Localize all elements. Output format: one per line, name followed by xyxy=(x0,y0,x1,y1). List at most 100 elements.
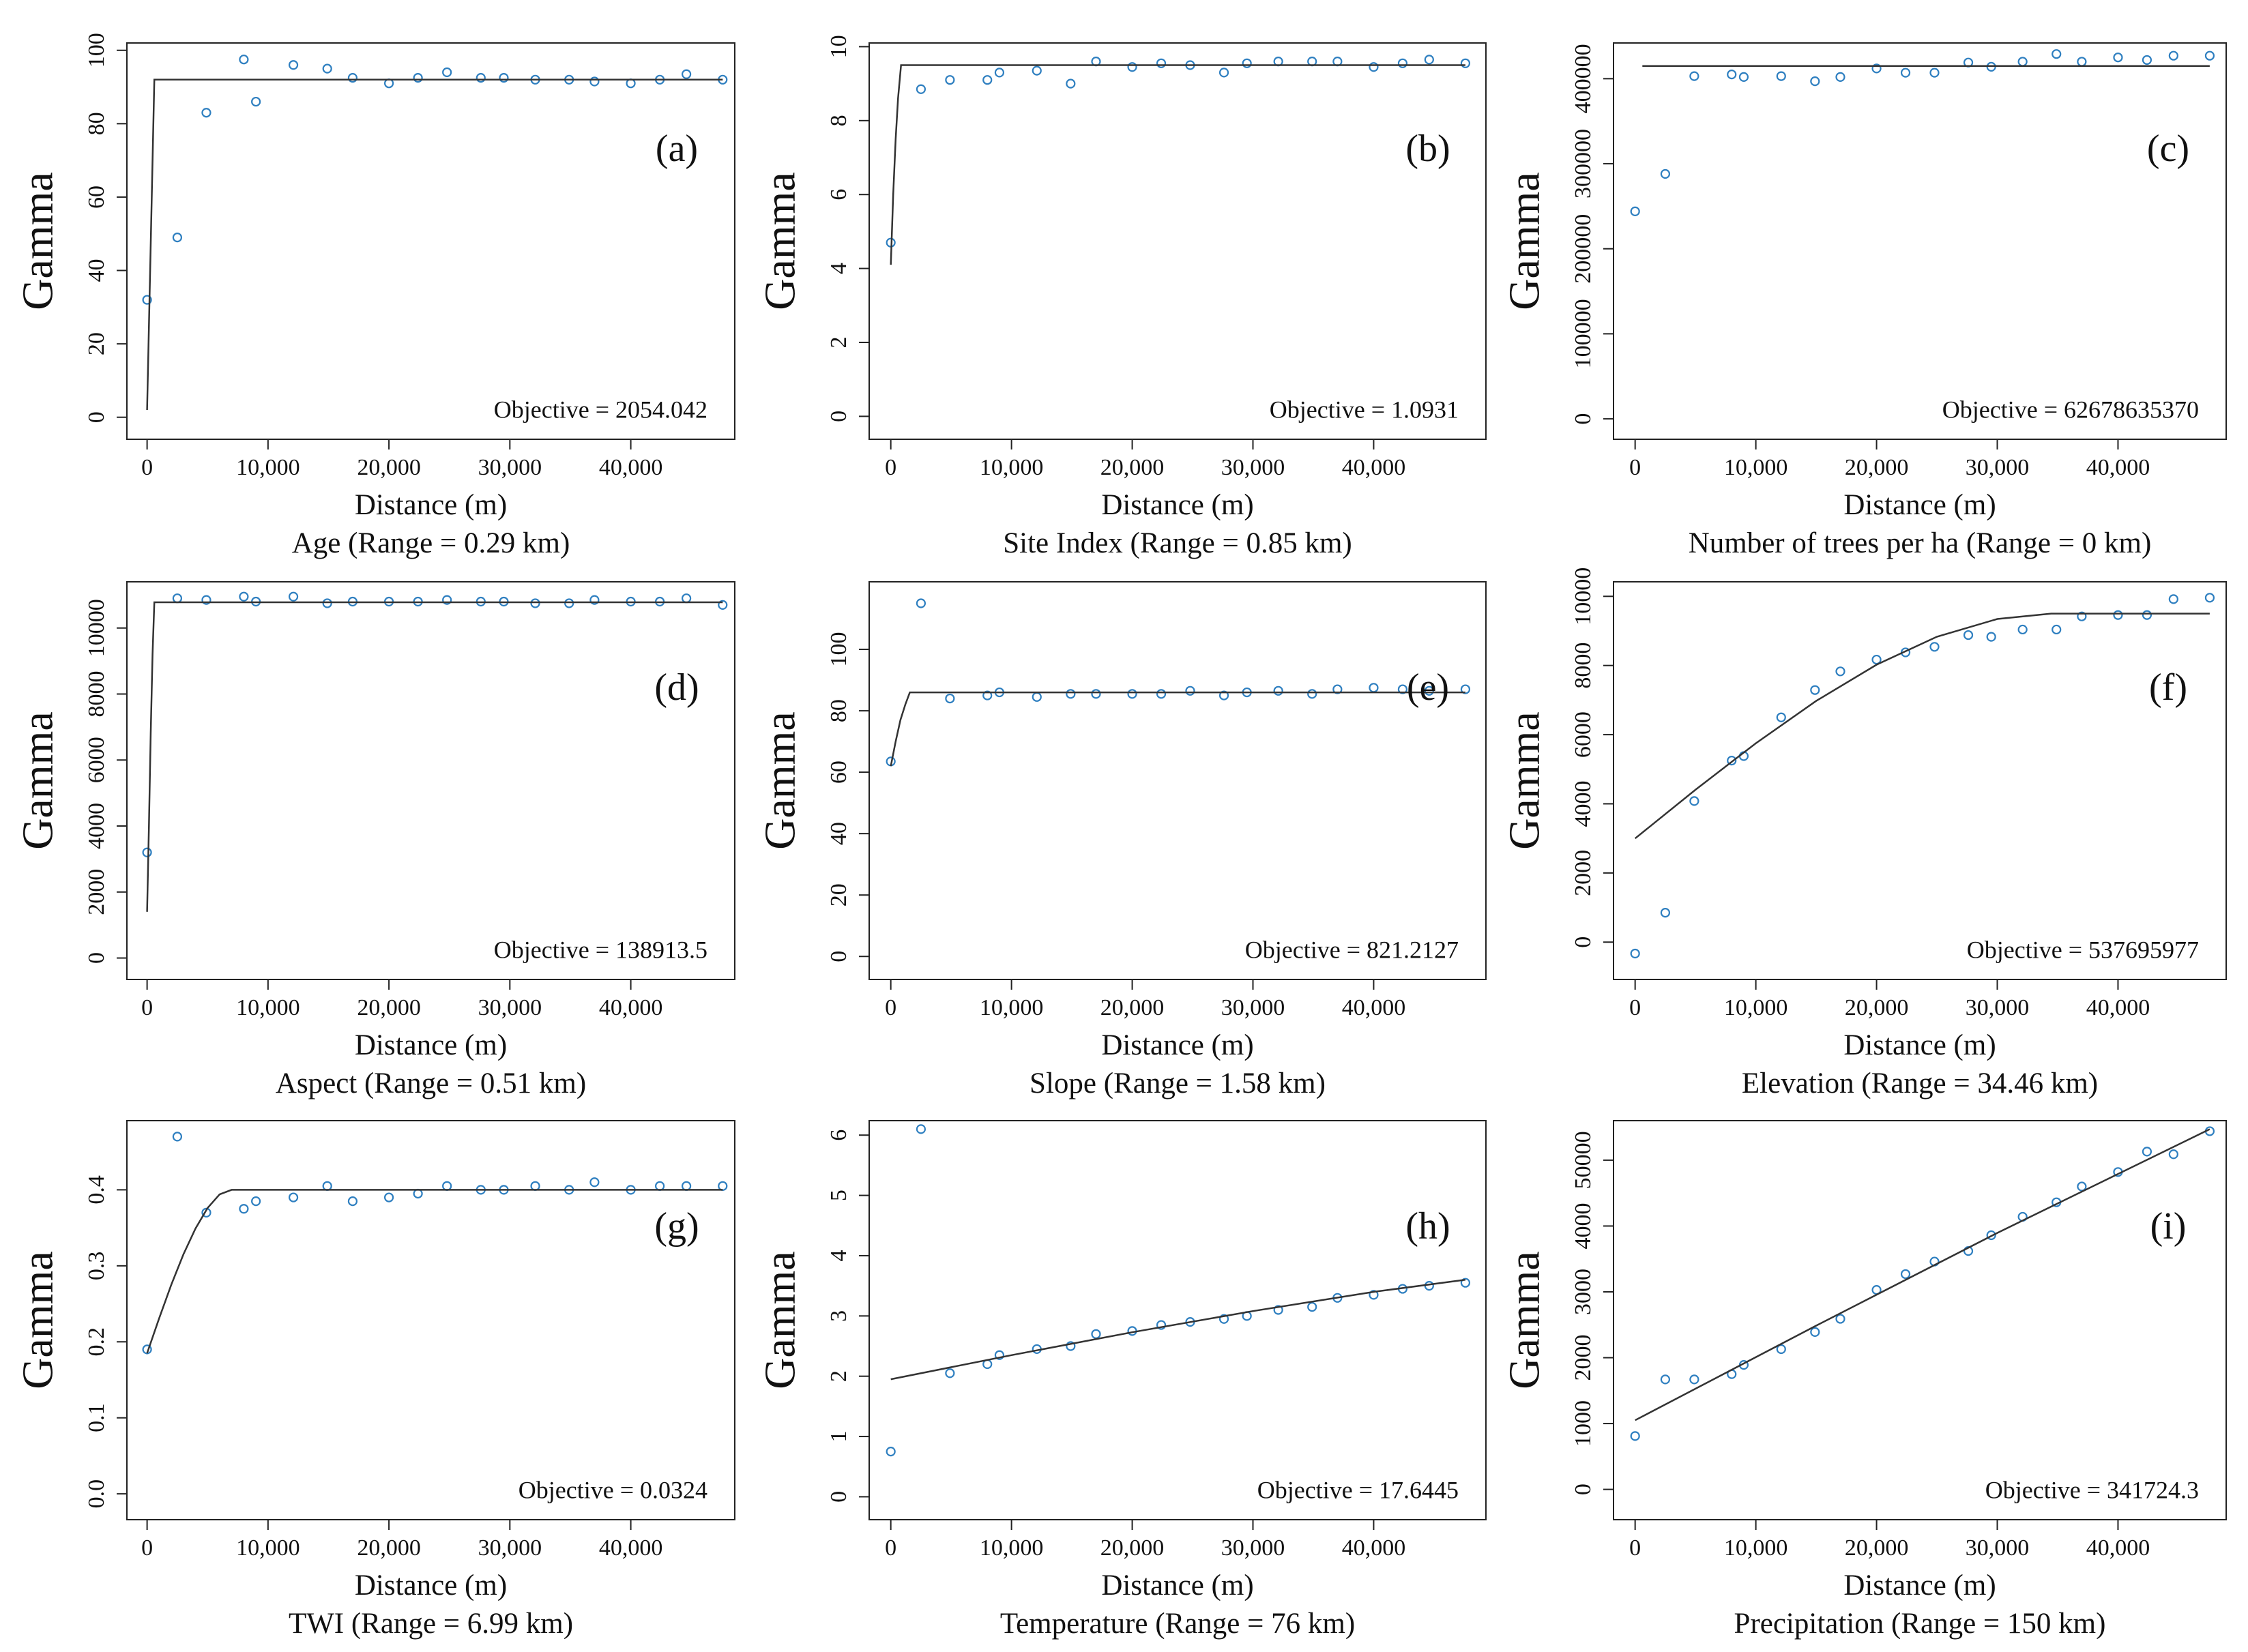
x-tick-label: 30,000 xyxy=(1966,995,2030,1020)
chart-title: Age (Range = 0.29 km) xyxy=(292,527,570,559)
point xyxy=(916,1124,926,1134)
point xyxy=(172,593,183,604)
fit-line xyxy=(146,601,723,912)
chart-title: Precipitation (Range = 150 km) xyxy=(1734,1608,2106,1640)
y-axis-label: Gamma xyxy=(1500,711,1549,850)
y-tick-label: 300000 xyxy=(1571,129,1596,198)
point xyxy=(1929,642,1940,652)
y-tick-label: 0.0 xyxy=(84,1479,109,1509)
x-axis-label: Distance (m) xyxy=(1101,1029,1253,1061)
x-tick-label: 20,000 xyxy=(357,455,421,480)
x-axis-label: Distance (m) xyxy=(1843,489,1996,521)
x-tick-label: 20,000 xyxy=(1845,455,1909,480)
y-tick-label: 3 xyxy=(826,1310,851,1322)
plot-frame xyxy=(126,1120,735,1520)
y-tick-label: 2000 xyxy=(84,869,109,915)
plot-frame xyxy=(1613,581,2227,980)
y-tick-label: 0 xyxy=(84,952,109,964)
x-tick-label: 0 xyxy=(141,455,153,480)
point xyxy=(1871,63,1882,74)
point xyxy=(1273,685,1283,696)
point xyxy=(2168,594,2178,604)
y-axis-label: Gamma xyxy=(14,172,62,310)
plot-frame xyxy=(1613,1120,2227,1520)
fit-line xyxy=(890,64,1465,265)
point xyxy=(2168,1149,2178,1160)
point xyxy=(1727,755,1737,766)
x-tick-label: 10,000 xyxy=(236,1535,300,1561)
x-tick-label: 10,000 xyxy=(1724,455,1788,480)
fit-line xyxy=(146,1189,723,1354)
y-tick-label: 3000 xyxy=(1571,1269,1596,1315)
fit-line xyxy=(890,691,1465,767)
point xyxy=(172,233,183,243)
y-axis-label: Gamma xyxy=(14,1251,62,1389)
y-axis-label: Gamma xyxy=(14,711,62,850)
y-tick-label: 6000 xyxy=(1571,711,1596,758)
annotation: Objective = 341724.3 xyxy=(1985,1476,2199,1503)
chart-title: Slope (Range = 1.58 km) xyxy=(1030,1067,1326,1100)
x-axis-label: Distance (m) xyxy=(355,1569,507,1602)
point xyxy=(442,67,452,78)
point xyxy=(982,690,993,700)
point xyxy=(1689,796,1699,806)
point xyxy=(718,600,728,610)
point xyxy=(2077,1181,2087,1192)
chart-title: Aspect (Range = 0.51 km) xyxy=(276,1067,586,1100)
point xyxy=(1986,632,1996,642)
x-tick-label: 0 xyxy=(1629,995,1641,1020)
point xyxy=(564,598,574,608)
point xyxy=(945,1368,955,1378)
y-tick-label: 100000 xyxy=(1571,299,1596,368)
y-tick-label: 60 xyxy=(826,761,851,784)
point xyxy=(1660,168,1671,179)
point xyxy=(1185,685,1195,696)
x-tick-label: 40,000 xyxy=(599,1535,663,1561)
x-axis-label: Distance (m) xyxy=(355,489,507,521)
x-tick-label: 10,000 xyxy=(980,455,1044,480)
y-tick-label: 4000 xyxy=(1571,1203,1596,1249)
point xyxy=(1369,1290,1379,1300)
y-axis-label: Gamma xyxy=(756,1251,804,1389)
y-tick-label: 40 xyxy=(826,822,851,845)
point xyxy=(945,75,955,85)
y-axis-label: Gamma xyxy=(1500,1251,1549,1389)
x-tick-label: 30,000 xyxy=(1966,455,2030,480)
y-tick-label: 8000 xyxy=(84,670,109,717)
point xyxy=(1986,1230,1996,1241)
y-tick-label: 200000 xyxy=(1571,214,1596,284)
point xyxy=(1630,948,1640,959)
point xyxy=(2017,57,2028,67)
y-axis-label: Gamma xyxy=(1500,172,1549,310)
point xyxy=(413,73,423,83)
plot-frame xyxy=(868,581,1487,980)
y-tick-label: 60 xyxy=(84,186,109,209)
point xyxy=(2052,624,2062,635)
point xyxy=(530,598,540,608)
x-tick-label: 40,000 xyxy=(1342,455,1406,480)
point xyxy=(1963,630,1974,640)
y-tick-label: 0.4 xyxy=(84,1175,109,1205)
fit-line xyxy=(146,78,723,411)
point xyxy=(1738,72,1749,82)
x-tick-label: 20,000 xyxy=(1100,1535,1165,1561)
x-tick-label: 10,000 xyxy=(1724,1535,1788,1561)
point xyxy=(347,1196,358,1207)
plot-frame xyxy=(868,42,1487,440)
y-tick-label: 2 xyxy=(826,1370,851,1382)
panel-label: (g) xyxy=(654,1205,699,1248)
y-tick-label: 0 xyxy=(826,1491,851,1503)
point xyxy=(347,73,358,83)
x-tick-label: 40,000 xyxy=(1342,995,1406,1020)
point xyxy=(1307,1301,1317,1312)
point xyxy=(886,1447,896,1457)
point xyxy=(1307,689,1317,699)
point xyxy=(201,595,211,605)
y-tick-label: 20 xyxy=(84,332,109,355)
x-tick-label: 40,000 xyxy=(2086,455,2150,480)
point xyxy=(251,96,261,107)
x-axis-label: Distance (m) xyxy=(1101,489,1253,521)
y-tick-label: 0.2 xyxy=(84,1327,109,1357)
x-tick-label: 10,000 xyxy=(980,995,1044,1020)
